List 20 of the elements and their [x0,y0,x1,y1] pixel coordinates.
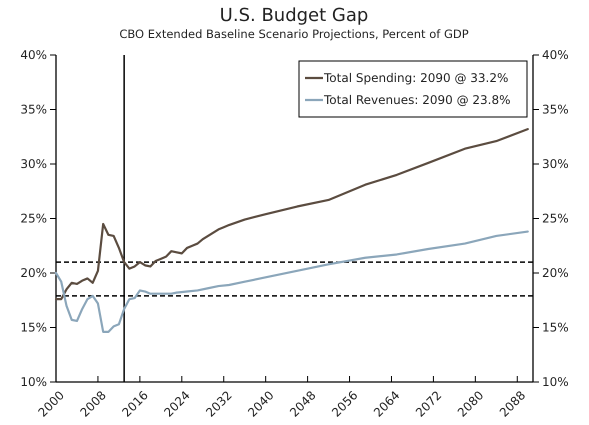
y-tick-label: 15% [20,320,47,334]
y2-tick-label: 40% [542,48,569,62]
y2-tick-label: 30% [542,156,569,171]
y2-tick-label: 35% [542,102,569,116]
y-tick-label: 25% [20,211,47,226]
y-tick-label: 35% [20,102,47,116]
y2-tick-label: 15% [542,320,569,334]
y-tick-label: 20% [20,266,47,280]
y2-tick-label: 25% [542,211,569,226]
chart-title: U.S. Budget Gap [220,5,368,26]
legend-label: Total Revenues: 2090 @ 23.8% [323,93,510,107]
y-tick-label: 30% [20,156,47,171]
line-series [54,230,529,333]
y-tick-label: 10% [20,374,47,389]
line-series [54,128,529,300]
chart-subtitle: CBO Extended Baseline Scenario Projections, Percent of GDP [119,27,469,41]
y2-tick-label: 10% [542,374,569,389]
y-tick-label: 40% [20,48,47,62]
y2-tick-label: 20% [542,266,569,280]
legend-label: Total Spending: 2090 @ 33.2% [323,71,508,85]
